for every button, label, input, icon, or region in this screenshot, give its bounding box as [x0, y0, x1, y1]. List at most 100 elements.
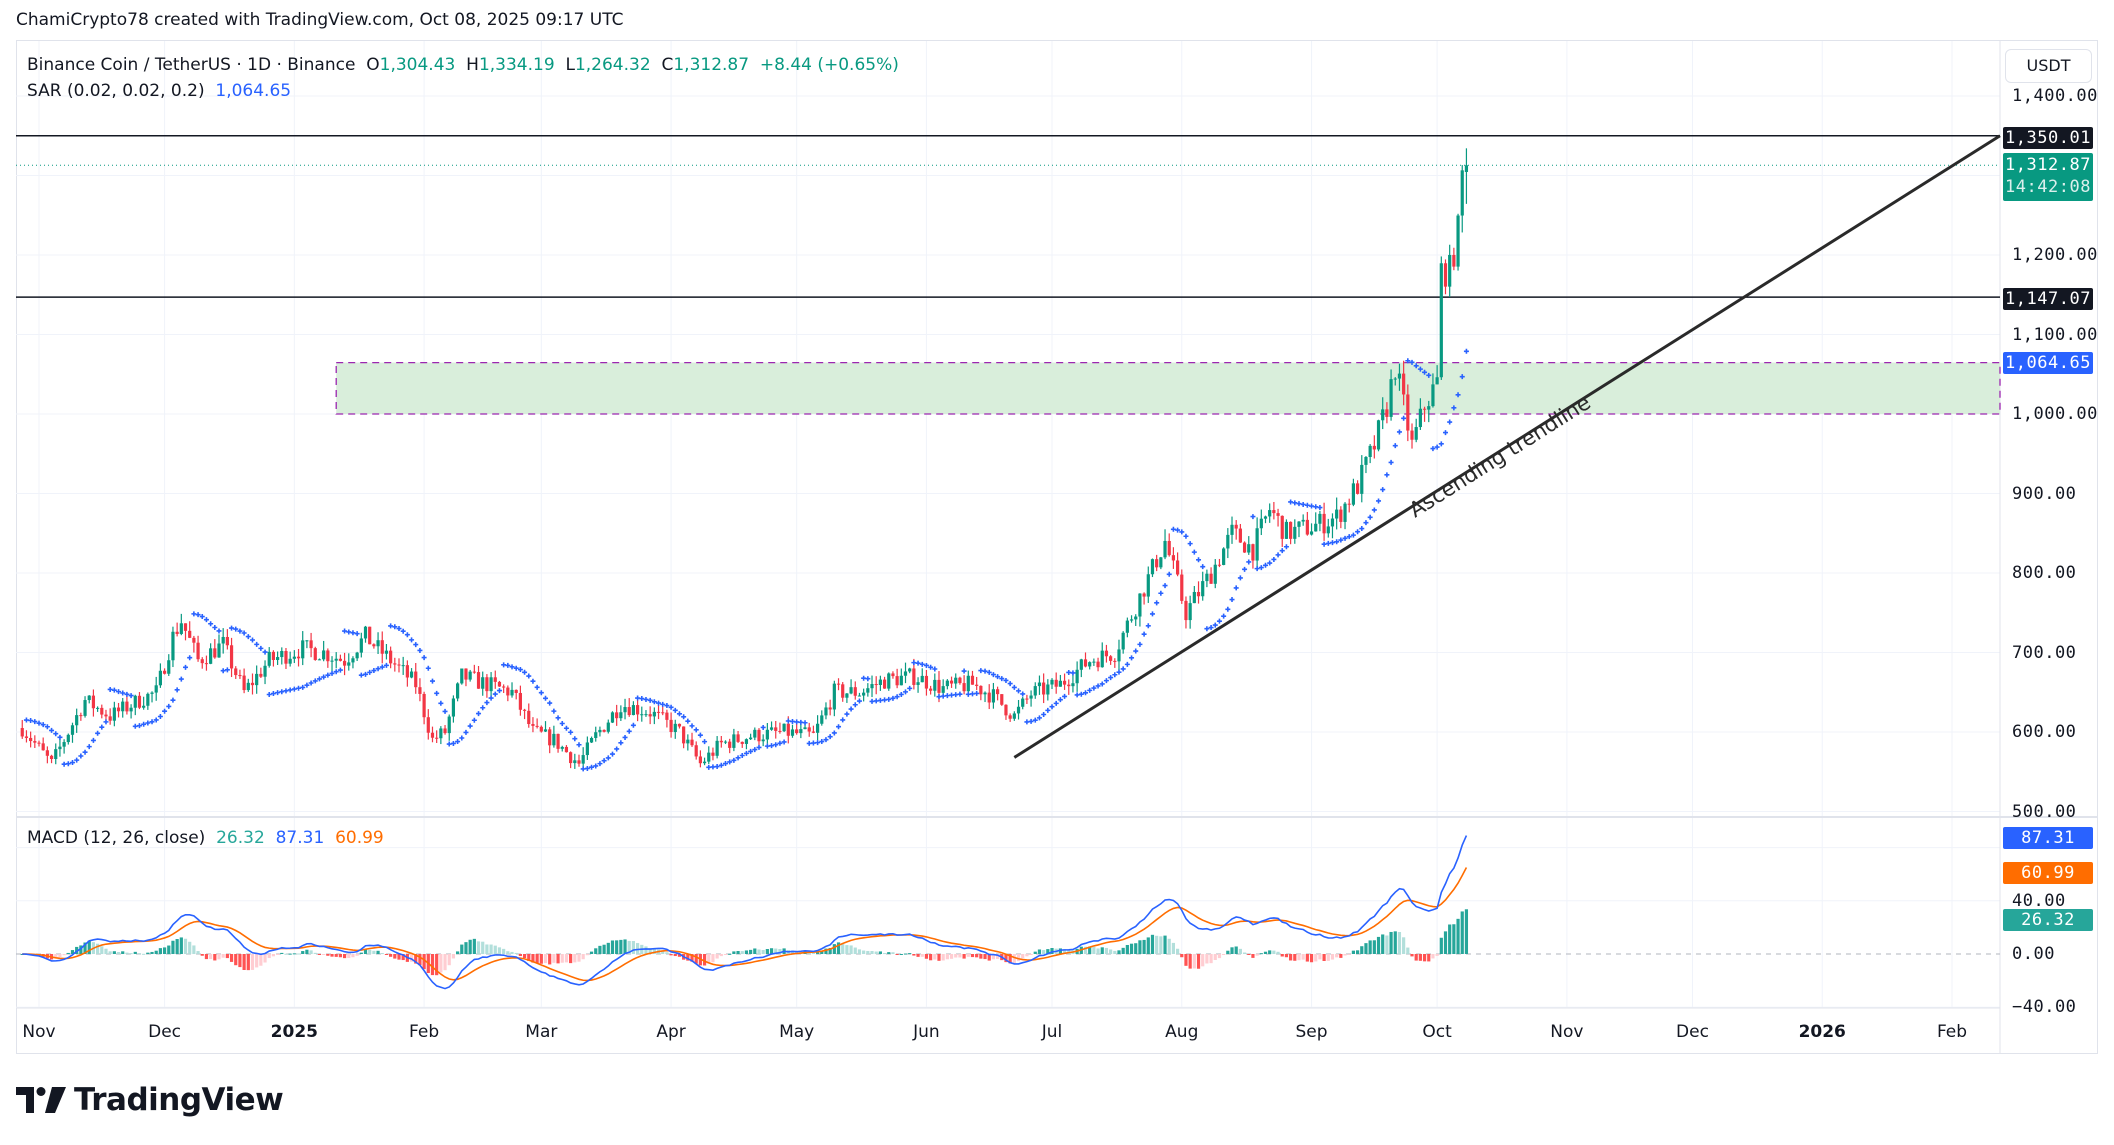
- candle-body: [573, 760, 577, 764]
- horizontal-lines[interactable]: [16, 134, 2000, 298]
- candle-body: [510, 689, 514, 696]
- currency-button[interactable]: USDT: [2005, 49, 2092, 83]
- macd-histogram-bar: [301, 951, 305, 954]
- sar-dot: [44, 724, 50, 730]
- macd-histogram-bar: [146, 952, 150, 954]
- candle-body: [669, 719, 673, 733]
- macd-label[interactable]: MACD (12, 26, close): [27, 828, 206, 848]
- candle-body: [1104, 650, 1109, 657]
- candle-body: [920, 675, 924, 683]
- macd-histogram-bar: [1238, 948, 1242, 954]
- candle-body: [585, 742, 589, 756]
- ascending-trendline[interactable]: [1013, 134, 2001, 759]
- tradingview-logo[interactable]: TradingView: [16, 1082, 284, 1118]
- macd-histogram-bar: [1335, 954, 1339, 958]
- candle-body: [1314, 523, 1318, 532]
- candle-body: [41, 743, 45, 751]
- macd-histogram-bar: [1297, 954, 1301, 961]
- macd-histogram-bar: [1146, 937, 1150, 954]
- macd-histogram-bar: [250, 954, 255, 970]
- candle-body: [581, 755, 585, 764]
- macd-histogram-bar: [267, 954, 271, 959]
- candle-body: [522, 709, 527, 711]
- macd-histogram-bar: [1259, 953, 1263, 955]
- macd-histogram-bar: [673, 954, 677, 957]
- macd-histogram-bar: [326, 954, 330, 956]
- macd-histogram-bar: [397, 954, 401, 960]
- candle-body: [983, 692, 987, 695]
- sar-dot: [815, 740, 821, 746]
- sar-dot: [1024, 719, 1030, 725]
- sar-dot: [128, 693, 134, 699]
- macd-histogram-bar: [276, 954, 280, 955]
- sar-dot: [1099, 681, 1105, 687]
- candle-body: [841, 684, 845, 698]
- candle-body: [167, 660, 171, 674]
- symbol-title[interactable]: Binance Coin / TetherUS · 1D · Binance: [27, 55, 356, 75]
- macd-histogram-bar: [1393, 931, 1397, 954]
- sar-dot: [262, 649, 268, 655]
- support-zone[interactable]: [335, 361, 2001, 415]
- macd-histogram-bar: [1159, 936, 1163, 954]
- sar-label[interactable]: SAR (0.02, 0.02, 0.2): [27, 81, 205, 101]
- candle-body: [150, 692, 154, 694]
- macd-histogram-bar: [1021, 954, 1025, 959]
- macd-tag: 87.31: [2003, 827, 2093, 849]
- macd-histogram-bar: [1402, 937, 1406, 954]
- sar-dot: [969, 691, 975, 697]
- sar-dot: [689, 723, 695, 729]
- sar-dot: [932, 666, 938, 672]
- macd-histogram-bar: [1397, 931, 1402, 954]
- macd-histogram-bar: [338, 954, 342, 958]
- candle-body: [995, 689, 1000, 695]
- candle-body: [1042, 682, 1046, 695]
- sar-dot: [195, 612, 201, 618]
- candle-body: [1037, 682, 1042, 687]
- sar-dot: [781, 739, 787, 745]
- candle-body: [443, 728, 447, 734]
- sar-dot: [1376, 498, 1382, 504]
- candle-body: [560, 746, 564, 749]
- macd-histogram-bar: [1381, 934, 1385, 954]
- sar-dot: [421, 655, 427, 661]
- macd-histogram-bar: [1435, 954, 1439, 956]
- time-axis-label: Jul: [1041, 1022, 1063, 1042]
- macd-histogram-bar: [749, 949, 753, 954]
- sar-dot: [28, 718, 34, 724]
- macd-histogram-bar: [167, 945, 171, 954]
- candle-body: [970, 675, 975, 685]
- candle-body: [355, 652, 359, 659]
- candle-body: [1180, 574, 1184, 601]
- macd-histogram-bar: [271, 954, 276, 957]
- candle-body: [1021, 698, 1025, 707]
- candle-body: [1184, 600, 1188, 621]
- sar-dot: [664, 703, 670, 709]
- candle-body: [891, 673, 895, 677]
- sar-dot: [769, 743, 775, 749]
- sar-dot: [216, 628, 222, 634]
- time-axis-label: Apr: [656, 1022, 686, 1042]
- macd-histogram-bar: [522, 954, 527, 959]
- candles[interactable]: [20, 148, 1469, 770]
- sar-dot: [773, 742, 779, 748]
- macd-histogram-bar: [229, 954, 234, 962]
- candle-body: [489, 677, 493, 692]
- macd-histogram-bar: [991, 954, 996, 960]
- candle-body: [1234, 524, 1238, 529]
- sar-dot: [697, 732, 703, 738]
- macd-histogram-bar: [280, 952, 284, 954]
- sar-dot: [509, 664, 515, 670]
- sar-dot: [342, 628, 348, 634]
- macd-histogram-bar: [292, 953, 296, 955]
- candle-body: [451, 698, 456, 717]
- candle-body: [828, 707, 832, 710]
- candle-body: [857, 695, 862, 697]
- price-axis-label: 1,100.00: [2012, 324, 2098, 345]
- candle-body: [723, 741, 728, 743]
- macd-histogram-bar: [652, 948, 656, 954]
- macd-histogram-value: 26.32: [216, 828, 265, 848]
- sar-dot: [844, 711, 850, 717]
- sar-dot: [1112, 672, 1118, 678]
- candle-body: [707, 752, 711, 762]
